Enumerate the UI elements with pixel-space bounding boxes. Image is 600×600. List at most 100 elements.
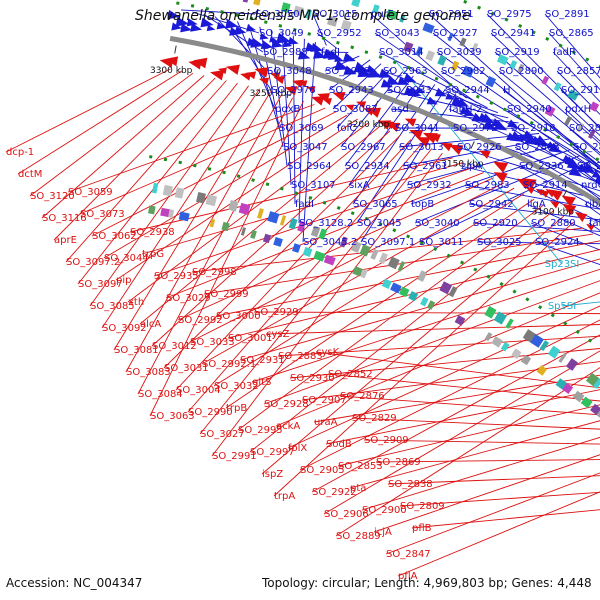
label-connector [249,210,555,453]
gene-label: SO_3092 [102,323,147,334]
gene-label: SO_2865 [549,28,594,39]
label-connector [348,79,425,186]
feature-block [572,390,585,403]
feature-block [454,314,466,326]
reverse-gene-arrow [258,77,270,86]
label-connector [215,240,600,317]
feature-block [403,41,414,53]
reverse-gene-arrow [254,67,269,78]
gene-label: SO_2952 [317,28,362,39]
reverse-gene-arrow [345,104,355,111]
gene-label: SO_2982 [441,66,486,77]
label-connector [79,107,326,215]
gene-label: SO_2891 [545,9,590,20]
label-connector [103,114,348,259]
gene-label: SO_2918 [511,123,556,134]
feature-block [448,286,458,298]
gene-label: ackA [276,421,300,432]
feature-block [450,60,460,72]
reverse-gene-arrow [525,186,535,194]
gene-label: SO_2992 [178,315,223,326]
gene-label: SO_2849 [573,142,600,153]
gene-label: SO_2951 [429,9,474,20]
feature-block [439,281,453,295]
tick-mark [374,100,379,109]
gene-label: SO_2880 [531,218,576,229]
gene-label: topB [411,199,434,210]
gene-label: SO_2878 [569,123,600,134]
gene-label: SO_3062 [92,231,137,242]
gene-label: SO_2877 [577,161,600,172]
forward-gene-arrow [180,23,193,33]
gene-label: purF [371,9,394,20]
forward-gene-arrow [282,40,293,48]
label-connector [544,13,600,79]
gene-label: SO_3001 [228,333,273,344]
label-connector [149,100,304,417]
reverse-gene-arrow [416,137,431,148]
gene-label: SO_2869 [376,457,421,468]
label-connector [227,249,600,339]
feature-block [385,9,398,20]
label-connector [67,104,315,193]
feature-block [484,305,497,319]
feature-block [267,211,280,224]
label-connector [203,233,594,295]
gene-label: SO_2943 [329,85,374,96]
feature-block [493,311,507,325]
feature-block [310,225,321,238]
feature-block [553,82,562,92]
gene-label: SO_3083 [126,367,171,378]
label-connector [163,134,401,369]
gene-label: ispZ [262,469,283,480]
reverse-gene-arrow [322,98,333,106]
gene-label: SO_2853 [338,461,383,472]
gene-label: sixA [349,180,370,191]
gene-label: fadJ [321,47,340,58]
label-connector [214,16,268,72]
feature-block [580,396,593,409]
feature-block [279,215,287,226]
gene-label: SO_2941 [491,28,536,39]
label-connector [506,108,600,174]
feature-block [327,15,339,27]
forward-gene-arrow [186,18,198,27]
gene-label: SO_3004 [176,385,221,396]
gene-label: xth [128,297,144,308]
feature-block [387,256,400,270]
label-connector [373,454,600,533]
feature-block [417,270,428,282]
gene-label: SO_3065 [353,199,398,210]
forward-gene-arrow [175,16,189,27]
gene-label: SO_2927 [433,28,478,39]
label-connector [414,155,580,224]
feature-block [174,187,185,199]
gene-label: SO_3029 [166,293,211,304]
feature-block [491,336,503,348]
forward-gene-arrow [426,96,438,105]
forward-gene-arrow [250,37,265,48]
gene-label: SO_3069 [279,123,324,134]
gene-label: trpG [142,249,164,260]
feature-block [339,236,348,248]
label-connector [363,439,600,445]
feature-block [228,199,239,212]
label-connector [486,13,600,129]
forward-gene-arrow [297,50,311,60]
gene-label: SO_3097.2 [66,257,120,268]
forward-gene-arrow [276,32,291,44]
tick-mark [275,68,279,77]
gene-label: SO_2976 [271,85,316,96]
gene-label: SO_3120 [30,191,75,202]
reverse-gene-arrow [311,96,325,106]
feature-block [253,0,262,6]
label-connector [337,404,600,467]
forward-gene-arrow [259,33,269,40]
gene-label: nrdG [581,180,600,191]
gene-label: SO_2998 [192,267,237,278]
label-connector [125,94,282,373]
gene-label: ligA [527,199,546,210]
feature-block [178,211,190,222]
feature-block [588,129,596,139]
forward-gene-arrow [269,36,278,43]
